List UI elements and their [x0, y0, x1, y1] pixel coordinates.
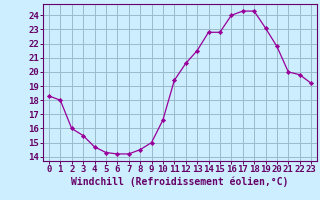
- X-axis label: Windchill (Refroidissement éolien,°C): Windchill (Refroidissement éolien,°C): [71, 177, 289, 187]
